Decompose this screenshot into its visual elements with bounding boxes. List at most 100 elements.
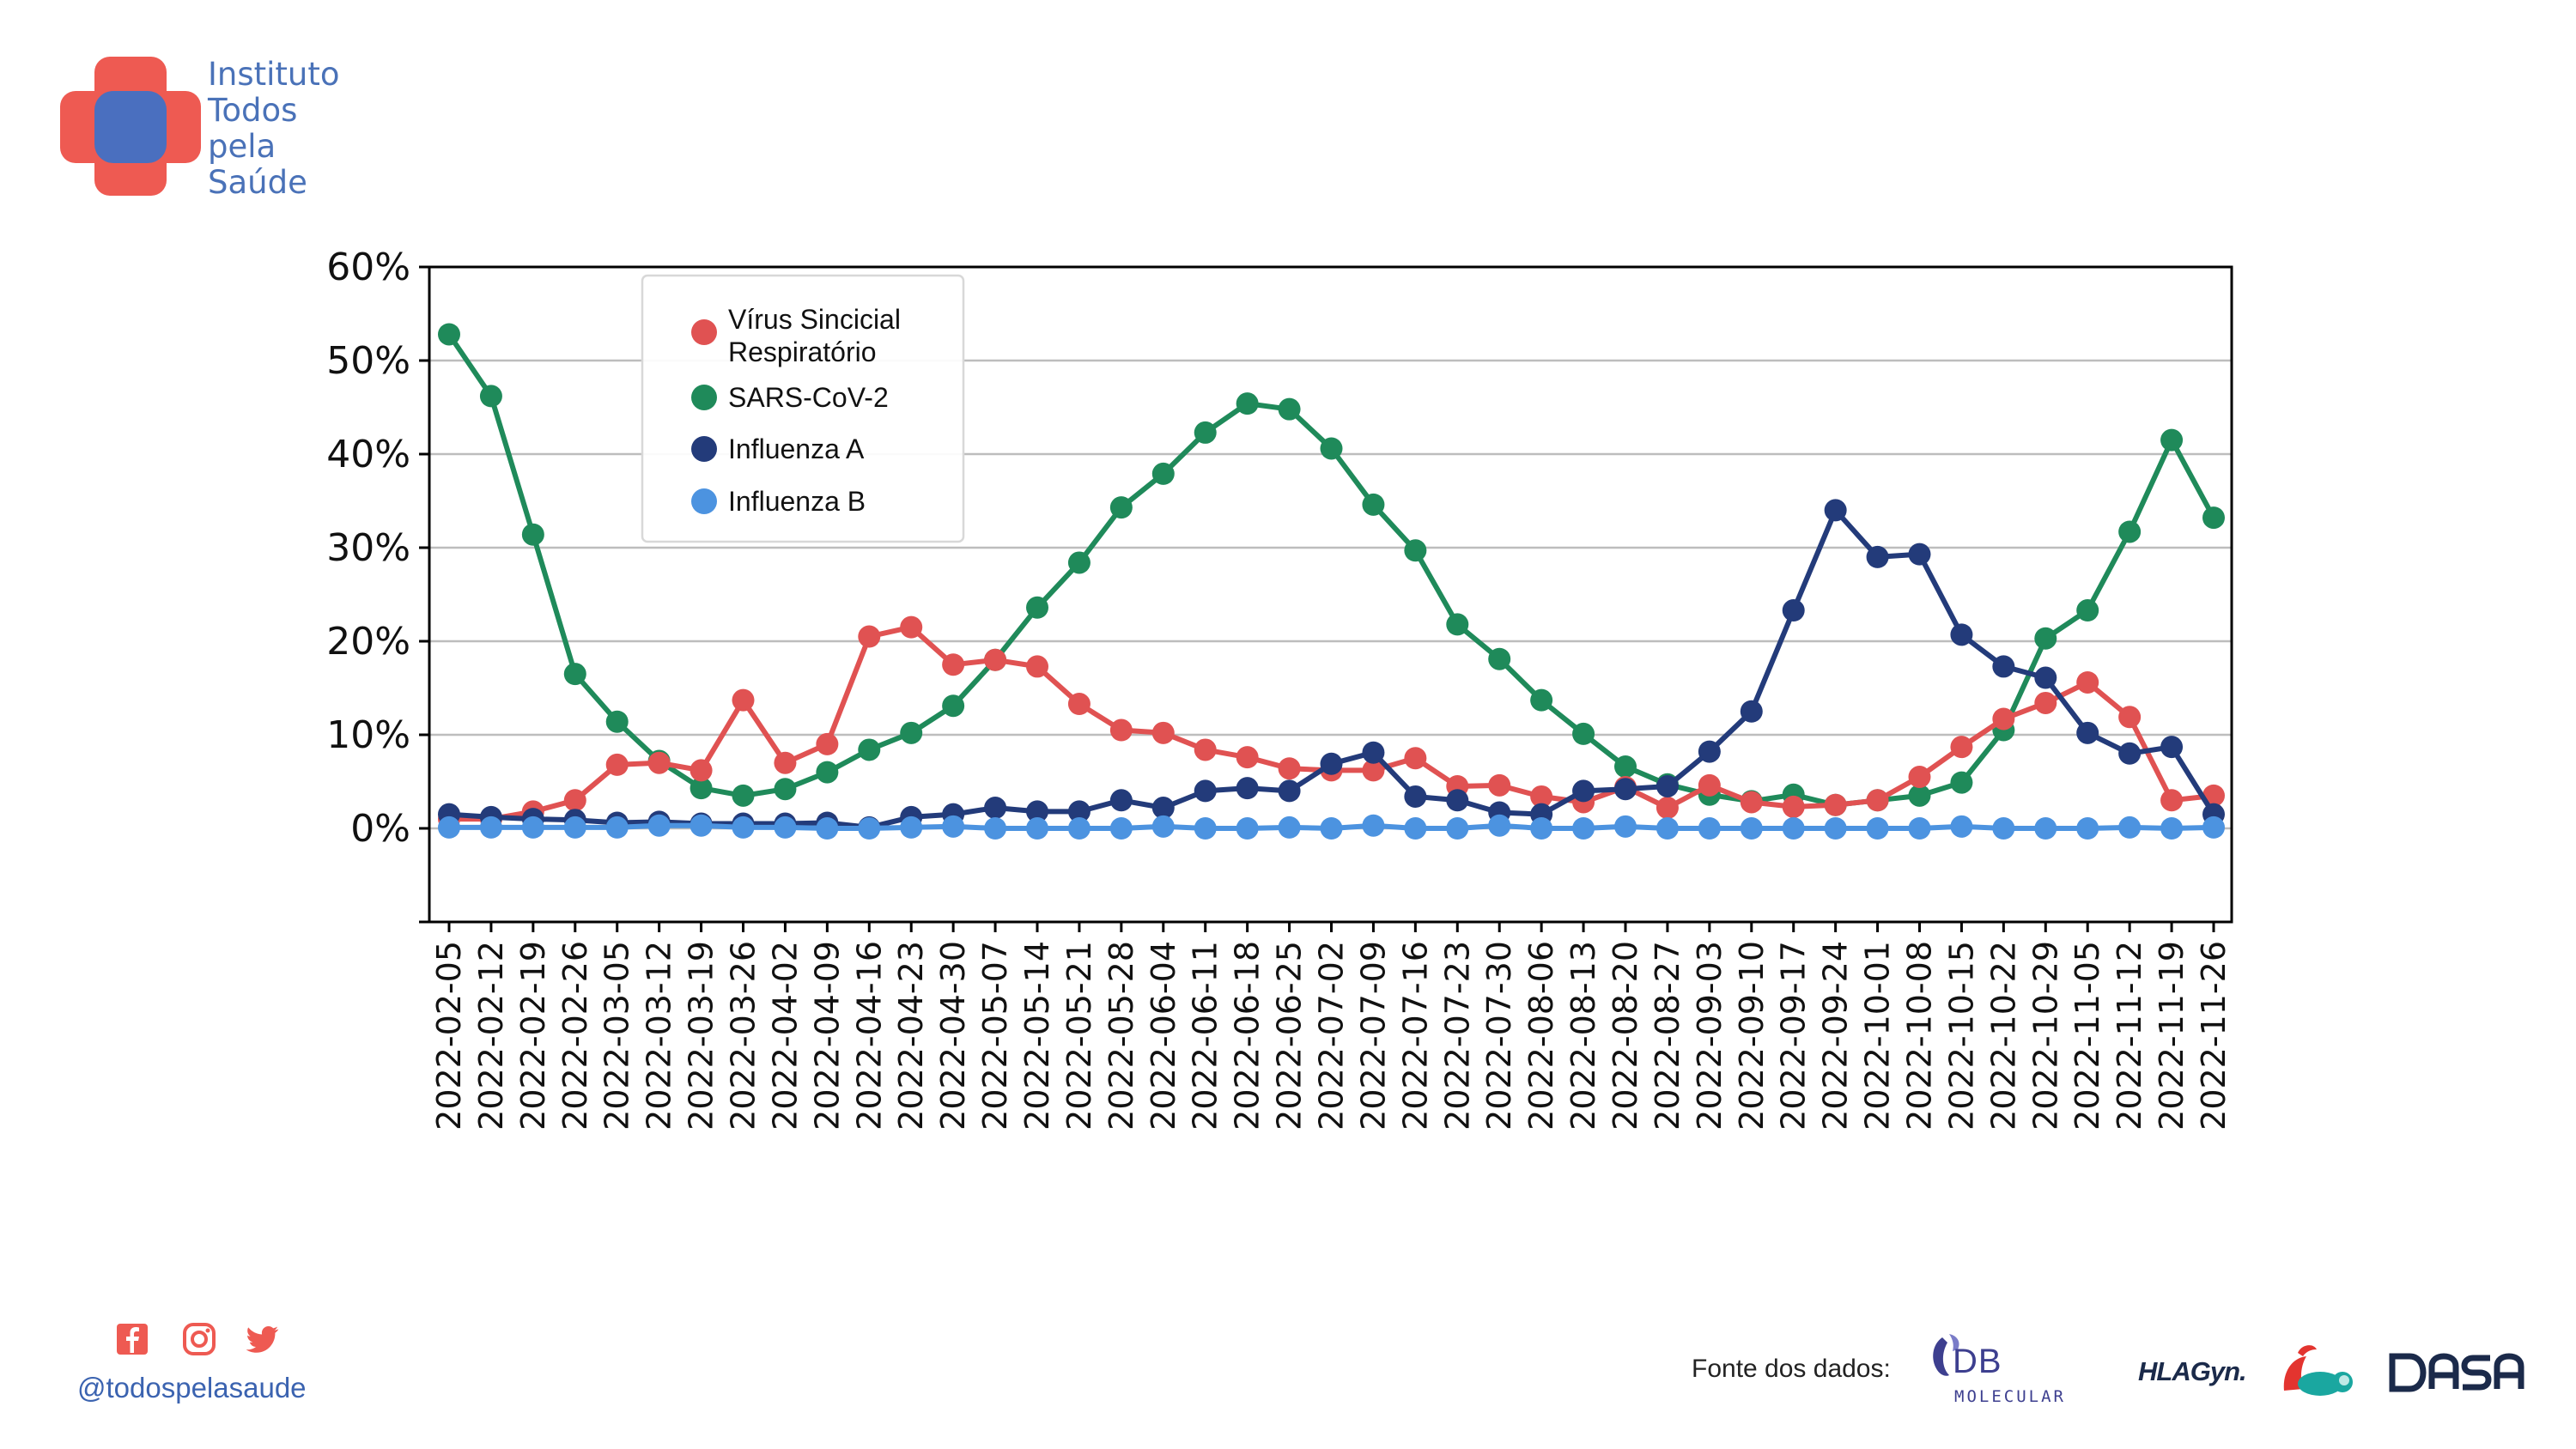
brand-line: pela — [208, 128, 276, 165]
data-point — [521, 815, 544, 839]
data-point — [1782, 817, 1805, 840]
brand-line: Todos — [208, 92, 298, 129]
data-point — [1404, 747, 1427, 770]
data-point — [984, 817, 1007, 840]
data-point — [2118, 815, 2142, 839]
data-point — [1026, 800, 1048, 823]
data-point — [942, 815, 965, 838]
brand-logo: Instituto Todos pela Saúde — [60, 57, 352, 211]
x-tick-label: 2022-09-03 — [1691, 941, 1728, 1131]
data-point — [816, 817, 839, 840]
data-point — [774, 751, 797, 774]
x-tick-label: 2022-07-02 — [1313, 941, 1351, 1131]
data-point — [2118, 706, 2142, 729]
x-tick-label: 2022-02-05 — [430, 941, 468, 1131]
data-point — [1698, 817, 1721, 840]
x-tick-label: 2022-05-07 — [976, 941, 1014, 1131]
data-point — [647, 814, 671, 837]
x-tick-label: 2022-04-02 — [766, 941, 804, 1131]
data-point — [1109, 496, 1133, 519]
x-tick-label: 2022-10-15 — [1942, 941, 1980, 1131]
data-point — [1320, 752, 1343, 775]
x-tick-label: 2022-04-09 — [808, 941, 846, 1131]
data-point — [1824, 817, 1847, 840]
instagram-icon[interactable] — [182, 1322, 216, 1356]
data-point — [521, 523, 544, 546]
data-point — [2076, 721, 2099, 744]
data-point — [1698, 740, 1721, 763]
data-point — [1572, 817, 1595, 840]
db-logo-text: DB — [1953, 1343, 2002, 1380]
data-point — [1614, 778, 1637, 801]
x-tick-label: 2022-10-22 — [1984, 941, 2022, 1131]
x-tick-label: 2022-11-12 — [2111, 941, 2148, 1131]
data-point — [900, 815, 923, 839]
legend-marker — [691, 436, 717, 462]
data-point — [1698, 773, 1721, 797]
twitter-icon[interactable] — [246, 1322, 280, 1356]
x-tick-label: 2022-02-19 — [514, 941, 552, 1131]
data-point — [1067, 551, 1091, 574]
legend-marker — [691, 385, 717, 410]
data-point — [732, 815, 755, 839]
x-tick-label: 2022-04-23 — [892, 941, 930, 1131]
data-point — [1488, 647, 1511, 670]
data-point — [2076, 599, 2099, 622]
data-point — [774, 815, 797, 839]
data-point — [2076, 670, 2099, 694]
legend-label: Vírus Sincicial — [728, 304, 901, 335]
data-point — [1782, 599, 1805, 622]
hlagyn-logo-text: HLAGyn. — [2138, 1356, 2247, 1386]
data-point — [605, 753, 629, 776]
x-tick-label: 2022-10-08 — [1901, 941, 1939, 1131]
data-point — [1404, 539, 1427, 562]
legend-item-influenza-b: Influenza B — [691, 486, 866, 517]
data-point — [1067, 817, 1091, 840]
data-point — [1151, 797, 1175, 820]
brand-line: Instituto — [208, 56, 340, 93]
data-point — [2118, 520, 2142, 543]
data-point — [2160, 817, 2184, 840]
social-handle[interactable]: @todospelasaude — [77, 1372, 307, 1404]
db-molecular-mark-icon — [1933, 1334, 1959, 1376]
data-point — [1236, 746, 1259, 769]
data-point — [1109, 817, 1133, 840]
data-point — [1194, 421, 1217, 444]
data-point — [479, 385, 502, 408]
data-point — [1236, 777, 1259, 800]
data-point — [1109, 789, 1133, 812]
x-tick-label: 2022-02-12 — [472, 941, 510, 1131]
data-point — [1026, 817, 1048, 840]
x-tick-label: 2022-05-14 — [1018, 941, 1056, 1131]
brand-name: Instituto Todos pela Saúde — [208, 57, 340, 201]
x-tick-label: 2022-07-30 — [1480, 941, 1518, 1131]
x-tick-label: 2022-08-13 — [1564, 941, 1602, 1131]
data-point — [1194, 779, 1217, 803]
x-tick-label: 2022-09-17 — [1775, 941, 1813, 1131]
data-point — [1278, 757, 1301, 780]
data-point — [2160, 736, 2184, 759]
data-point — [1908, 543, 1931, 566]
social-footer: @todospelasaude — [77, 1322, 361, 1425]
legend-label: Respiratório — [728, 336, 877, 367]
facebook-icon[interactable] — [115, 1322, 149, 1356]
data-point — [1362, 759, 1385, 782]
data-point — [563, 789, 586, 812]
data-point — [1992, 707, 2015, 731]
data-point — [1614, 755, 1637, 779]
data-point — [1992, 655, 2015, 678]
data-point — [1950, 771, 1973, 794]
data-point — [1446, 817, 1469, 840]
x-tick-label: 2022-08-27 — [1649, 941, 1686, 1131]
data-point — [1572, 722, 1595, 745]
data-point — [1067, 693, 1091, 716]
data-point — [1194, 738, 1217, 761]
data-point — [1236, 392, 1259, 415]
x-tick-label: 2022-02-26 — [556, 941, 594, 1131]
dasa-logo — [2387, 1351, 2533, 1394]
series-layer — [438, 323, 2225, 840]
x-tick-label: 2022-04-16 — [850, 941, 888, 1131]
data-point — [1236, 817, 1259, 840]
x-tick-label: 2022-03-12 — [641, 941, 678, 1131]
